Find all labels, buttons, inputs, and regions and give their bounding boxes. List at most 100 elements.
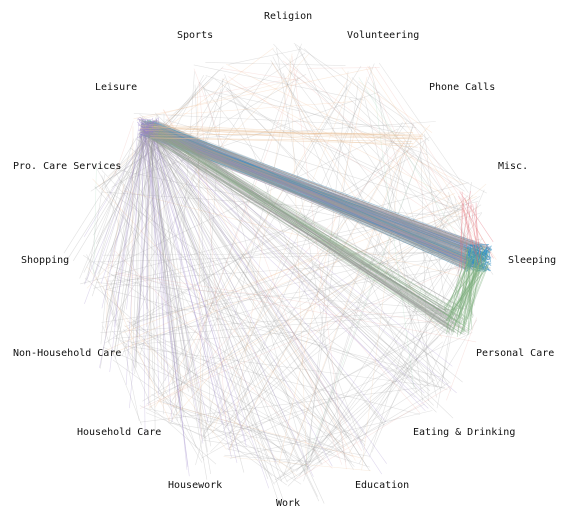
misc-transition-line <box>458 191 471 271</box>
transition-line <box>223 456 371 472</box>
transition-line <box>435 319 478 388</box>
leisure-transition-line <box>149 126 370 471</box>
transition-line <box>106 289 441 378</box>
misc-transition-line <box>475 209 480 257</box>
sleeping-cluster-line <box>480 261 490 266</box>
sleeping-personal-care-line <box>446 246 475 325</box>
leisure-transition-line <box>126 119 146 310</box>
sleeping-personal-care-line <box>459 246 469 309</box>
leisure-sleeping-line <box>144 127 478 255</box>
transition-line <box>123 324 298 477</box>
transition-line <box>123 169 341 446</box>
phone-calls-line <box>140 125 423 139</box>
leisure-sleeping-line <box>148 124 481 260</box>
leisure-personal-care-line <box>151 124 446 328</box>
transition-line <box>221 68 300 81</box>
node-label-work: Work <box>276 498 301 509</box>
transition-line <box>278 76 368 466</box>
transition-line <box>121 101 223 357</box>
leisure-sleeping-line <box>141 122 479 269</box>
transition-line <box>151 394 295 471</box>
transition-line <box>104 136 430 344</box>
transition-line <box>102 286 119 327</box>
leisure-sleeping-line <box>148 133 491 259</box>
leisure-transition-line <box>148 129 446 386</box>
leisure-sleeping-line <box>142 123 466 261</box>
sleeping-personal-care-line <box>449 247 473 317</box>
leisure-personal-care-line <box>155 129 463 325</box>
transition-line <box>119 339 309 468</box>
transition-line <box>418 153 475 317</box>
sleeping-cluster-line <box>465 269 469 272</box>
transition-line <box>296 385 452 480</box>
transition-line <box>310 140 412 462</box>
leisure-sleeping-line <box>143 127 491 248</box>
transition-line <box>225 88 461 327</box>
transition-line <box>123 190 461 277</box>
leisure-sleeping-line <box>144 120 486 265</box>
transition-line <box>303 48 415 154</box>
leisure-transition-line <box>147 131 189 392</box>
leisure-sleeping-line <box>142 127 479 272</box>
leisure-transition-line <box>141 123 212 447</box>
sleeping-personal-care-line <box>463 261 468 333</box>
leisure-transition-line <box>109 119 140 373</box>
leisure-personal-care-line <box>146 135 458 322</box>
leisure-sleeping-line <box>146 119 487 247</box>
leisure-transition-line <box>146 129 208 480</box>
transition-line <box>293 42 415 126</box>
leisure-sleeping-line <box>151 134 473 247</box>
sleeping-personal-care-line <box>467 255 476 317</box>
sleeping-personal-care-line <box>447 268 487 316</box>
leisure-sleeping-line <box>141 122 486 267</box>
leisure-sleeping-line <box>143 132 475 246</box>
transition-line <box>195 76 299 466</box>
transition-line <box>229 332 473 448</box>
leisure-transition-line <box>143 129 189 468</box>
leisure-sleeping-line <box>153 129 479 264</box>
transition-line <box>348 237 483 454</box>
sleeping-personal-care-line <box>449 264 468 308</box>
transition-line <box>104 275 171 422</box>
sleeping-personal-care-line <box>460 260 490 319</box>
leisure-personal-care-line <box>146 119 456 332</box>
sleeping-personal-care-line <box>457 251 487 310</box>
leisure-sleeping-line <box>144 132 482 246</box>
misc-transition-line <box>459 197 465 252</box>
leisure-sleeping-line <box>147 121 490 258</box>
leisure-sleeping-line <box>154 127 485 271</box>
leisure-sleeping-line <box>150 123 471 267</box>
transition-line <box>270 60 450 329</box>
leisure-transition-line <box>146 126 453 367</box>
leisure-sleeping-line <box>151 128 468 271</box>
leisure-sleeping-line <box>155 124 482 246</box>
leisure-personal-care-line <box>144 134 446 324</box>
leisure-personal-care-line <box>147 127 451 329</box>
leisure-transition-line <box>95 136 157 244</box>
leisure-transition-line <box>146 128 354 470</box>
leisure-personal-care-line <box>149 123 467 332</box>
leisure-sleeping-line <box>149 127 482 258</box>
leisure-personal-care-line <box>147 135 460 329</box>
transition-line <box>135 138 468 323</box>
leisure-sleeping-line <box>145 127 467 265</box>
sleeping-personal-care-line <box>461 247 484 332</box>
transition-line <box>442 182 472 382</box>
transition-line <box>101 70 219 191</box>
leisure-transition-line <box>145 136 150 406</box>
leisure-personal-care-line <box>149 130 450 320</box>
leisure-personal-care-line <box>142 129 463 335</box>
transition-line <box>80 182 469 285</box>
leisure-sleeping-line <box>150 121 477 248</box>
leisure-transition-line <box>99 119 143 369</box>
transition-line <box>158 129 463 310</box>
transition-line <box>228 76 477 244</box>
leisure-transition-line <box>144 130 190 477</box>
leisure-transition-line <box>99 129 148 368</box>
sleeping-personal-care-line <box>467 248 476 331</box>
leisure-transition-line <box>143 134 204 444</box>
leisure-sleeping-line <box>142 132 479 266</box>
leisure-personal-care-line <box>140 127 466 335</box>
transition-line <box>288 71 465 192</box>
leisure-sleeping-line <box>147 121 490 270</box>
